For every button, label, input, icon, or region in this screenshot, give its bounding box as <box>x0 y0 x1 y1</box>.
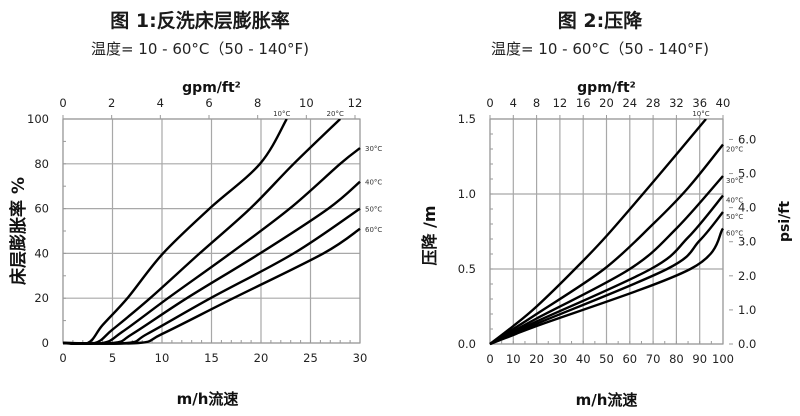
y2-tick-label: 5.0 <box>738 167 756 181</box>
x-tick-label: 30 <box>353 351 368 365</box>
chart1-subtitle: 温度= 10 - 60°C（50 - 140°F) <box>90 40 310 58</box>
x2-tick-label: 4 <box>510 96 517 110</box>
x-tick-label: 20 <box>529 352 544 366</box>
series-line-20c <box>489 143 724 346</box>
series-line-30c <box>489 175 724 346</box>
y-tick-label: 40 <box>34 246 49 260</box>
x-tick-label: 10 <box>155 351 170 365</box>
y-tick-label: 0 <box>42 336 49 350</box>
x2-tick-label: 36 <box>692 96 707 110</box>
x2-tick-label: 8 <box>254 96 261 110</box>
pressure-drop-chart: 0 10 20 30 40 50 60 70 80 90 100 0.0 0.5 1.0 1.5 0 4 8 12 1… <box>420 80 793 409</box>
x2-axis-title: gpm/ft² <box>577 80 636 96</box>
x2-tick-label: 32 <box>669 96 684 110</box>
y2-tick-label: 1.0 <box>738 303 756 317</box>
x-tick-label: 90 <box>692 352 707 366</box>
x2-tick-label: 2 <box>108 96 115 110</box>
curve-label: 40°C <box>726 197 743 205</box>
curve-label: 20°C <box>726 146 743 154</box>
x2-tick-label: 24 <box>622 96 637 110</box>
chart2-title: 图 2:压降 <box>557 10 643 32</box>
x2-tick-label: 10 <box>299 96 314 110</box>
curve-label: 40°C <box>365 179 382 187</box>
curve-label: 10°C <box>692 110 709 118</box>
x2-tick-label: 16 <box>576 96 591 110</box>
y-tick-label: 1.5 <box>458 112 476 126</box>
chart1-title: 图 1:反洗床层膨胀率 <box>110 10 290 32</box>
series-line-10c <box>62 119 288 345</box>
y-tick-label: 1.0 <box>458 187 476 201</box>
curve-label: 50°C <box>365 206 382 214</box>
x-tick-label: 15 <box>204 351 219 365</box>
series-line-60c <box>62 227 361 345</box>
x2-tick-label: 6 <box>205 96 212 110</box>
y2-tick-label: 4.0 <box>738 201 756 215</box>
curve-label: 60°C <box>365 226 382 234</box>
curve-label: 20°C <box>327 110 344 118</box>
x2-tick-label: 40 <box>716 96 731 110</box>
x-tick-label: 100 <box>712 352 734 366</box>
y-tick-label: 80 <box>34 157 49 171</box>
x2-tick-label: 12 <box>348 96 363 110</box>
curve-label: 10°C <box>273 110 290 118</box>
y-tick-label: 60 <box>34 202 49 216</box>
y-tick-label: 0.5 <box>458 262 476 276</box>
bed-expansion-chart: 0 5 10 15 20 25 30 0 20 40 60 80 100 0 2 4 6 8 10 12 gpm/ft²… <box>8 80 382 408</box>
series-line-30c <box>62 147 361 345</box>
y-tick-label: 20 <box>34 291 49 305</box>
x-axis-title: m/h流速 <box>177 390 239 408</box>
y2-axis-title: psi/ft <box>777 201 793 242</box>
series-line-10c <box>489 119 707 345</box>
x-tick-label: 20 <box>254 351 269 365</box>
y2-tick-label: 0.0 <box>738 337 756 351</box>
series-line-60c <box>489 227 725 346</box>
curve-label: 30°C <box>726 177 743 185</box>
x-tick-label: 0 <box>59 351 66 365</box>
x-tick-label: 10 <box>506 352 521 366</box>
y2-tick-label: 6.0 <box>738 132 756 146</box>
x-tick-label: 50 <box>599 352 614 366</box>
y-axis-title: 压降 /m <box>420 205 439 265</box>
x-tick-label: 0 <box>486 352 493 366</box>
x-axis-title: m/h流速 <box>576 391 638 409</box>
y-axis-title: 床层膨胀率 % <box>8 177 29 285</box>
x2-tick-label: 8 <box>533 96 540 110</box>
curves <box>62 119 361 345</box>
curve-label: 50°C <box>726 213 743 221</box>
curve-label: 60°C <box>726 230 743 238</box>
y-tick-label: 0.0 <box>458 337 476 351</box>
x-tick-label: 25 <box>303 351 318 365</box>
chart1-plot: 0 5 10 15 20 25 30 0 20 40 60 80 100 0 2 4 6 8 10 12 gpm/ft²… <box>8 80 382 408</box>
x-tick-label: 60 <box>622 352 637 366</box>
x2-tick-label: 4 <box>157 96 164 110</box>
y2-tick-label: 2.0 <box>738 269 756 283</box>
series-line-20c <box>62 119 342 345</box>
x-tick-label: 5 <box>109 351 116 365</box>
x-tick-label: 70 <box>646 352 661 366</box>
x-tick-label: 80 <box>669 352 684 366</box>
x2-tick-label: 0 <box>59 96 66 110</box>
x2-axis-title: gpm/ft² <box>182 80 241 96</box>
x2-tick-label: 28 <box>646 96 661 110</box>
x-tick-label: 30 <box>553 352 568 366</box>
y-tick-label: 100 <box>27 112 49 126</box>
x-tick-label: 40 <box>576 352 591 366</box>
curve-label: 30°C <box>365 145 382 153</box>
chart2-subtitle: 温度= 10 - 60°C（50 - 140°F) <box>490 40 710 58</box>
x2-tick-label: 12 <box>553 96 568 110</box>
x2-tick-label: 0 <box>486 96 493 110</box>
curves <box>489 119 725 346</box>
x2-tick-label: 20 <box>599 96 614 110</box>
y2-tick-label: 3.0 <box>738 235 756 249</box>
plot-frame <box>62 118 361 344</box>
chart2-plot: 0 10 20 30 40 50 60 70 80 90 100 0.0 0.5 1.0 1.5 0 4 8 12 1… <box>420 80 793 409</box>
